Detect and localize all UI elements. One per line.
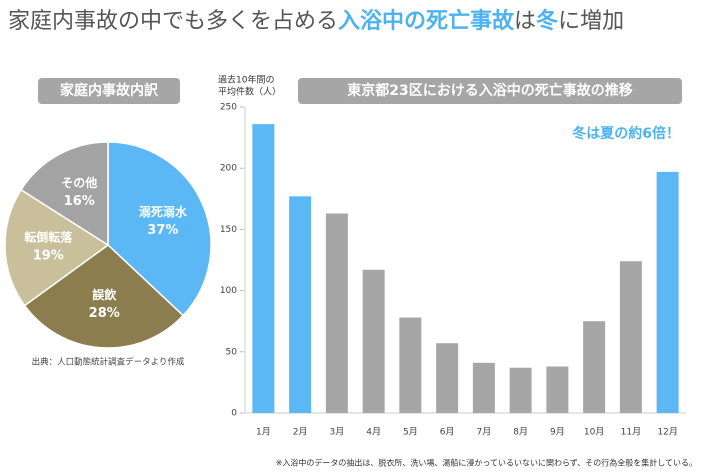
page-title: 家庭内事故の中でも多くを占める入浴中の死亡事故は冬に増加 (8, 8, 624, 34)
x-tick-label: 9月 (550, 427, 565, 438)
x-tick-label: 5月 (403, 427, 418, 438)
x-tick-label: 4月 (366, 427, 381, 438)
slice-value: 28% (89, 306, 120, 321)
x-tick-label: 7月 (477, 427, 492, 438)
title-part: 入浴中の死亡事故 (338, 8, 515, 34)
x-tick-label: 8月 (513, 427, 528, 438)
x-tick-label: 1月 (256, 427, 271, 438)
x-tick-label: 11月 (621, 427, 641, 438)
x-tick-label: 6月 (440, 427, 455, 438)
y-tick-label: 0 (231, 409, 237, 419)
y-tick-label: 50 (226, 347, 238, 357)
y-tick-label: 200 (220, 164, 237, 174)
bar (472, 362, 495, 413)
bar (619, 261, 642, 413)
x-tick-label: 2月 (293, 427, 308, 438)
bar (289, 196, 312, 413)
pie-title: 家庭内事故内訳 (60, 82, 159, 99)
title-part: 冬 (536, 8, 558, 34)
slice-label: 転倒転落 (24, 229, 73, 244)
title-part: 家庭内事故の中でも多くを占める (8, 9, 338, 34)
bar (252, 124, 275, 414)
pie-slice (4, 188, 110, 307)
title-part: に増加 (558, 9, 624, 34)
bar-title: 東京都23区における入浴中の死亡事故の推移 (347, 82, 632, 99)
bar (583, 321, 606, 413)
slice-label: 誤飲 (92, 287, 117, 302)
x-tick-label: 3月 (330, 427, 345, 438)
source-note: 出典：人口動態統計調査データより作成 (32, 357, 185, 368)
bar (509, 367, 532, 413)
bar (436, 343, 459, 413)
bar (399, 317, 422, 413)
x-tick-label: 12月 (657, 427, 677, 438)
bar (656, 171, 679, 413)
y-tick-label: 150 (220, 225, 237, 235)
y-tick-label: 100 (220, 286, 237, 296)
slice-value: 19% (33, 248, 64, 263)
x-tick-label: 10月 (584, 427, 604, 438)
slice-label: その他 (61, 175, 97, 190)
bar (362, 269, 385, 413)
title-part: は (514, 9, 536, 34)
pie-title-box (38, 78, 180, 104)
pie-slice (107, 141, 212, 317)
slice-value: 37% (147, 223, 178, 238)
bar (546, 366, 569, 413)
y-axis-label: 平均件数（人） (218, 86, 281, 98)
y-tick-label: 250 (220, 103, 237, 113)
slice-label: 溺死溺水 (139, 204, 188, 219)
footnote: ※入浴中のデータの抽出は、脱衣所、洗い場、湯船に浸かっているいないに関わらず、そ… (276, 458, 697, 468)
annotation: 冬は夏の約6倍！ (572, 125, 680, 142)
bar (325, 213, 348, 413)
y-axis-label: 過去10年間の (218, 74, 274, 86)
pie-slice (23, 244, 185, 349)
bar-title-box (298, 78, 682, 104)
slice-value: 16% (64, 194, 95, 209)
pie-slice (19, 141, 109, 247)
